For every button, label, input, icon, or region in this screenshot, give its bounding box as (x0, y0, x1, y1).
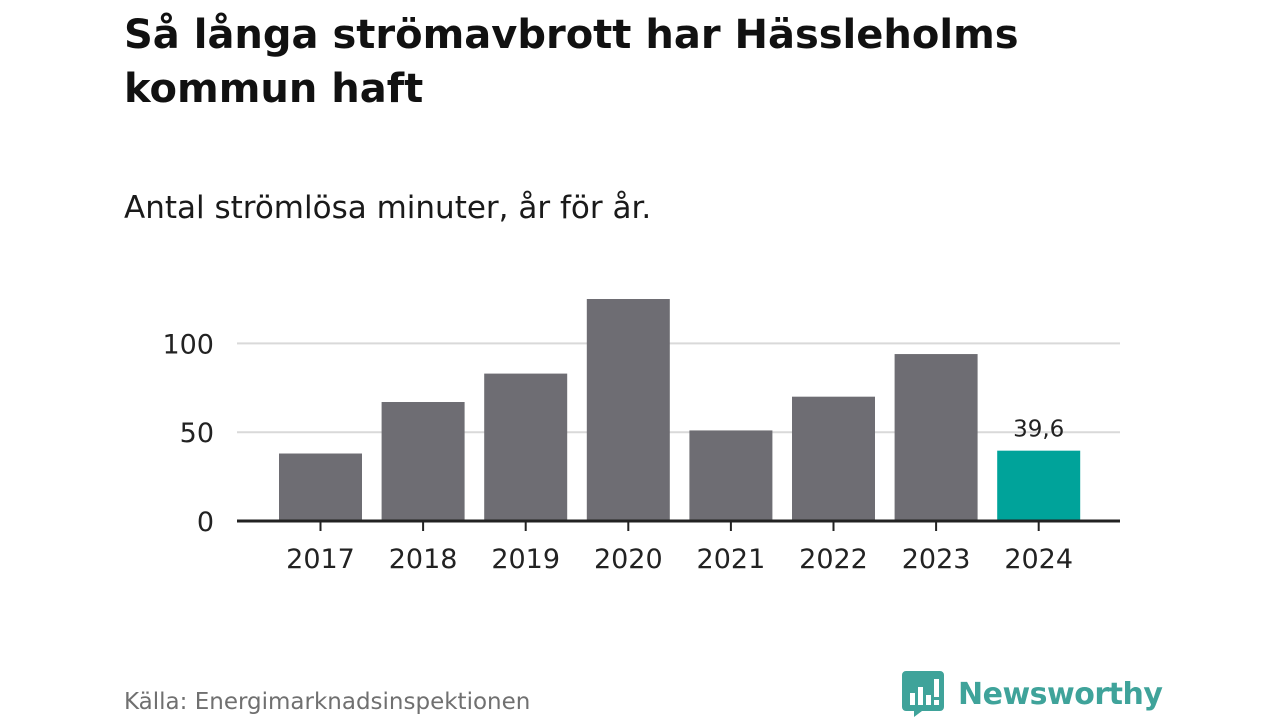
bar-2021 (689, 430, 773, 521)
x-tick-label: 2020 (594, 544, 663, 575)
bar-2022 (792, 396, 875, 521)
newsworthy-logo[interactable]: Newsworthy (902, 671, 1163, 717)
brand-name: Newsworthy (958, 676, 1163, 712)
data-label: 39,6 (1013, 417, 1064, 443)
bar-2018 (381, 402, 465, 521)
x-tick-label: 2022 (799, 544, 868, 575)
y-tick-label: 50 (180, 418, 214, 449)
x-tick-label: 2024 (1004, 544, 1073, 575)
x-tick-label: 2018 (389, 544, 458, 575)
bar-2020 (586, 299, 670, 521)
bar-2019 (484, 373, 568, 521)
y-tick-label: 100 (162, 329, 214, 360)
bar-2017 (279, 453, 362, 521)
y-tick-label: 0 (197, 507, 214, 538)
source-note: Källa: Energimarknadsinspektionen (124, 689, 531, 715)
chart-subtitle: Antal strömlösa minuter, år för år. (124, 190, 652, 226)
bar-2024 (997, 450, 1081, 521)
newsworthy-logo-icon (902, 671, 944, 717)
x-tick-label: 2019 (491, 544, 560, 575)
chart-title: Så långa strömavbrott har Hässleholms ko… (124, 12, 1019, 112)
x-tick-label: 2023 (902, 544, 971, 575)
x-tick-label: 2021 (697, 544, 766, 575)
bar-2023 (894, 354, 978, 521)
x-tick-label: 2017 (286, 544, 355, 575)
bar-chart: 0 50 100 2017 2018 2019 2020 2021 2022 2023 2024 39… (162, 299, 1120, 575)
